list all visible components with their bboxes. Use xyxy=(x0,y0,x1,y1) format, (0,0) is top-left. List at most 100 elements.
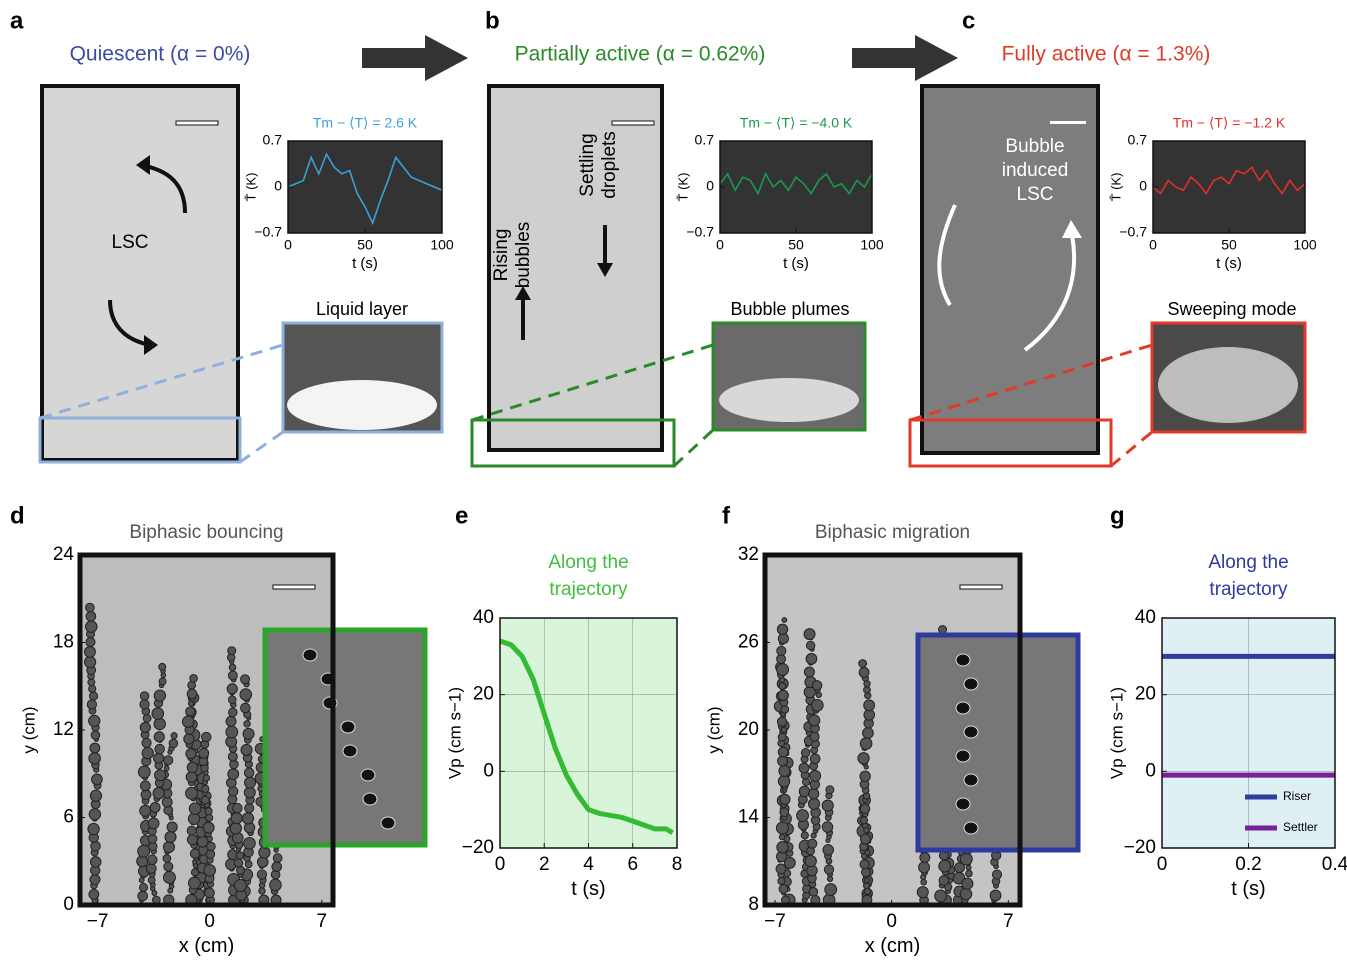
chart-title: trajectory xyxy=(549,579,628,600)
bubble xyxy=(90,840,101,852)
bubble xyxy=(139,699,150,710)
chart-title: Biphasic bouncing xyxy=(129,522,283,543)
x-tick-label: 8 xyxy=(672,854,683,875)
bubble xyxy=(153,752,165,764)
bubble xyxy=(807,838,818,849)
bubble xyxy=(244,776,257,789)
y-tick-label: 14 xyxy=(738,807,760,828)
y-tick-label: 0 xyxy=(1139,178,1147,194)
x-tick-label: 0 xyxy=(1149,236,1157,252)
bubble xyxy=(239,688,253,701)
bubble xyxy=(776,841,789,854)
bubble xyxy=(821,821,834,833)
bubble xyxy=(88,808,102,821)
inset-photo xyxy=(262,627,428,848)
panel-title: Partially active (α = 0.62%) xyxy=(515,43,766,66)
y-tick-label: 18 xyxy=(53,632,74,653)
bubble xyxy=(85,620,98,633)
bubble xyxy=(243,720,251,728)
bubble xyxy=(780,726,787,734)
bubble xyxy=(204,887,215,899)
y-tick-label: −0.7 xyxy=(254,224,282,240)
bubble xyxy=(800,747,811,758)
plot-background xyxy=(288,141,442,233)
bubble xyxy=(202,774,211,782)
bubble xyxy=(258,887,266,895)
bubble xyxy=(153,731,165,743)
bubble xyxy=(863,882,870,890)
bubble xyxy=(777,755,789,767)
y-tick-label: 0 xyxy=(63,894,74,915)
bubble xyxy=(162,870,176,884)
bubble xyxy=(139,882,149,892)
inset-title: Bubble plumes xyxy=(730,299,849,319)
bubble xyxy=(778,884,789,894)
y-tick-label: 0 xyxy=(274,178,282,194)
bubble xyxy=(823,864,835,875)
bubble xyxy=(147,876,156,885)
photo-label: LSC xyxy=(112,232,149,253)
bubble xyxy=(227,695,237,704)
bubble xyxy=(83,645,96,658)
bubble xyxy=(796,809,809,823)
bubble xyxy=(85,637,96,648)
bubble xyxy=(779,793,791,805)
panel-letter: a xyxy=(10,7,24,34)
bubble xyxy=(200,795,210,805)
bubble xyxy=(189,848,201,859)
bubble xyxy=(190,868,200,877)
zoom-line xyxy=(909,343,1153,422)
bubble xyxy=(89,789,103,802)
bubble xyxy=(938,859,952,873)
y-tick-label: 20 xyxy=(738,719,759,740)
panel-letter: b xyxy=(485,7,500,34)
bubble xyxy=(775,821,789,835)
x-axis-label: x (cm) xyxy=(865,935,921,957)
bubble xyxy=(269,878,282,892)
x-tick-label: −7 xyxy=(87,911,109,932)
bubble xyxy=(204,807,213,816)
bubble xyxy=(989,889,1002,902)
bubble xyxy=(206,841,216,852)
bubble xyxy=(822,844,834,856)
chart: 0 50 100−0.700.7t (s)T̄ (K)Tm − ⟨T⟩ = −4.0… xyxy=(675,115,883,272)
y-tick-label: 24 xyxy=(53,544,75,565)
zoom-line xyxy=(239,430,284,464)
bubble xyxy=(185,786,198,800)
bubble xyxy=(147,833,158,844)
arrow xyxy=(136,155,150,175)
bubble xyxy=(139,721,151,734)
chart-title: Biphasic migration xyxy=(815,522,970,543)
bubble xyxy=(162,840,176,854)
bubble xyxy=(203,864,216,877)
y-tick-label: 0 xyxy=(706,178,714,194)
arrow xyxy=(1023,234,1077,352)
y-tick-label: 0 xyxy=(483,760,494,781)
bubble xyxy=(776,716,788,727)
droplet xyxy=(360,768,376,782)
chart-title: Tm − ⟨T⟩ = −4.0 K xyxy=(740,115,853,131)
bubble xyxy=(139,804,152,817)
y-axis-label: Vp (cm s−1) xyxy=(445,687,464,779)
zoom-line xyxy=(39,343,284,420)
bubble xyxy=(201,784,210,793)
x-tick-label: 50 xyxy=(1221,236,1237,252)
x-tick-label: 50 xyxy=(788,236,804,252)
bubble xyxy=(139,691,150,701)
droplet xyxy=(955,653,971,667)
bubble xyxy=(186,688,198,700)
photo-label-line: bubbles xyxy=(513,222,534,289)
x-tick-label: 0 xyxy=(716,236,724,252)
arrow xyxy=(937,204,957,307)
y-tick-label: 32 xyxy=(738,544,759,565)
y-axis-label: y (cm) xyxy=(19,706,38,753)
photo-label: Settling droplets xyxy=(577,131,620,199)
bubble xyxy=(83,655,97,669)
bubble xyxy=(961,877,974,890)
y-tick-label: 0.7 xyxy=(695,132,715,148)
bubble xyxy=(777,775,791,788)
arrow xyxy=(515,286,531,300)
bubble xyxy=(189,674,198,683)
bubble xyxy=(232,802,243,814)
